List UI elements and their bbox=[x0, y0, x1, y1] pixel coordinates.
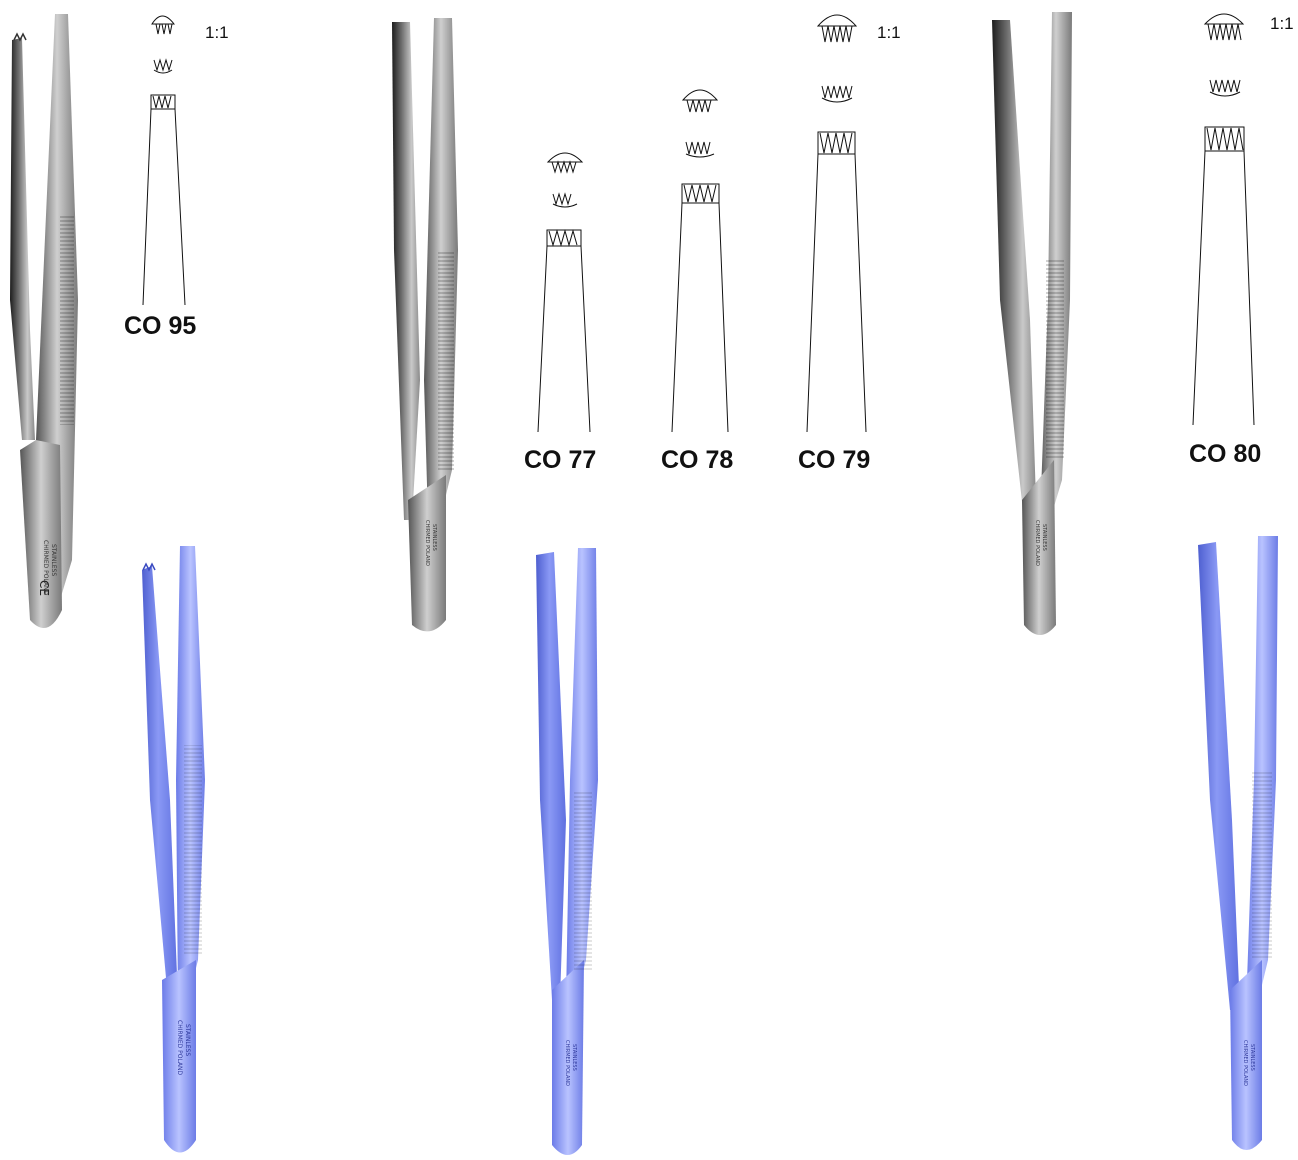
svg-text:CHIRMED POLAND: CHIRMED POLAND bbox=[1242, 1040, 1248, 1086]
svg-text:CHIRMED POLAND: CHIRMED POLAND bbox=[42, 540, 49, 596]
forceps-blue-1: CHIRMED POLAND STAINLESS bbox=[142, 546, 205, 1153]
scale-mark-middle: 1:1 bbox=[877, 23, 901, 42]
model-code-co77: CO 77 bbox=[524, 446, 597, 474]
tip-diagram-co79 bbox=[806, 14, 867, 433]
forceps-blue-2: CHIRMED POLAND STAINLESS bbox=[536, 548, 598, 1155]
tip-diagram-co78 bbox=[671, 89, 729, 433]
model-code-co79: CO 79 bbox=[798, 446, 871, 474]
svg-text:CHIRMED POLAND: CHIRMED POLAND bbox=[1034, 520, 1040, 566]
svg-text:STAINLESS: STAINLESS bbox=[1249, 1044, 1255, 1071]
svg-text:CHIRMED POLAND: CHIRMED POLAND bbox=[564, 1040, 570, 1086]
svg-text:CHIRMED POLAND: CHIRMED POLAND bbox=[424, 520, 430, 566]
handle-engraving: CHIRMED POLAND STAINLESS bbox=[424, 520, 437, 566]
handle-engraving: CHIRMED POLAND STAINLESS bbox=[42, 540, 57, 596]
scale-mark-right: 1:1 bbox=[1270, 14, 1294, 33]
svg-text:CHIRMED POLAND: CHIRMED POLAND bbox=[176, 1020, 183, 1076]
model-code-co95: CO 95 bbox=[124, 312, 197, 340]
svg-text:STAINLESS: STAINLESS bbox=[50, 544, 57, 576]
scale-mark-left: 1:1 bbox=[205, 23, 229, 42]
handle-engraving: CHIRMED POLAND STAINLESS bbox=[1034, 520, 1047, 566]
tip-diagram-co77 bbox=[537, 152, 591, 433]
model-code-co80: CO 80 bbox=[1189, 440, 1262, 468]
forceps-steel-1: CHIRMED POLAND STAINLESS CE bbox=[10, 14, 78, 628]
svg-text:STAINLESS: STAINLESS bbox=[431, 524, 437, 551]
forceps-steel-3: CHIRMED POLAND STAINLESS bbox=[992, 12, 1072, 635]
tip-diagram-co95 bbox=[142, 15, 186, 306]
svg-text:STAINLESS: STAINLESS bbox=[184, 1024, 191, 1056]
handle-engraving: CHIRMED POLAND STAINLESS bbox=[564, 1040, 577, 1086]
handle-engraving: CHIRMED POLAND STAINLESS bbox=[1242, 1040, 1255, 1086]
handle-engraving: CHIRMED POLAND STAINLESS bbox=[176, 1020, 191, 1076]
forceps-steel-2: CHIRMED POLAND STAINLESS bbox=[392, 18, 458, 632]
ce-mark: CE bbox=[37, 580, 51, 596]
forceps-blue-3: CHIRMED POLAND STAINLESS bbox=[1198, 536, 1278, 1150]
tip-diagram-co80 bbox=[1192, 13, 1255, 426]
model-code-co78: CO 78 bbox=[661, 446, 734, 474]
svg-text:STAINLESS: STAINLESS bbox=[571, 1044, 577, 1071]
svg-text:STAINLESS: STAINLESS bbox=[1041, 524, 1047, 551]
